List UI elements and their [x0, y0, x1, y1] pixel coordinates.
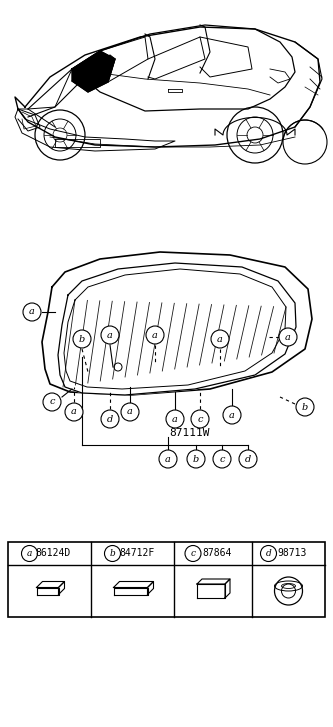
Text: a: a — [127, 408, 133, 417]
Circle shape — [23, 303, 41, 321]
Circle shape — [279, 328, 297, 346]
Circle shape — [101, 326, 119, 344]
Circle shape — [121, 403, 139, 421]
Text: a: a — [229, 411, 235, 419]
Text: c: c — [49, 398, 55, 406]
Text: d: d — [266, 549, 271, 558]
Circle shape — [274, 577, 302, 605]
Circle shape — [185, 545, 201, 561]
Text: b: b — [110, 549, 115, 558]
Text: a: a — [217, 334, 223, 343]
Circle shape — [223, 406, 241, 424]
Text: c: c — [219, 454, 225, 464]
Text: a: a — [29, 308, 35, 316]
Polygon shape — [59, 582, 65, 595]
Text: a: a — [172, 414, 178, 424]
Circle shape — [146, 326, 164, 344]
Bar — [8, 542, 325, 617]
Circle shape — [239, 450, 257, 468]
Polygon shape — [42, 252, 312, 395]
Circle shape — [281, 584, 295, 598]
Circle shape — [260, 545, 276, 561]
Circle shape — [187, 450, 205, 468]
Text: c: c — [197, 414, 203, 424]
Text: c: c — [190, 549, 195, 558]
Text: a: a — [285, 332, 291, 342]
Text: b: b — [302, 403, 308, 411]
Polygon shape — [58, 263, 296, 395]
Text: 84712F: 84712F — [119, 548, 154, 558]
Polygon shape — [37, 587, 59, 595]
Text: b: b — [79, 334, 85, 343]
Text: a: a — [152, 331, 158, 340]
Text: 98713: 98713 — [278, 548, 307, 558]
Circle shape — [211, 330, 229, 348]
Text: a: a — [27, 549, 32, 558]
Text: a: a — [107, 331, 113, 340]
Polygon shape — [197, 584, 225, 598]
Polygon shape — [148, 582, 154, 595]
Text: 87111W: 87111W — [170, 428, 210, 438]
Circle shape — [73, 330, 91, 348]
Circle shape — [65, 403, 83, 421]
Circle shape — [213, 450, 231, 468]
Text: b: b — [193, 454, 199, 464]
Polygon shape — [114, 587, 148, 595]
Circle shape — [101, 410, 119, 428]
Circle shape — [296, 398, 314, 416]
Circle shape — [105, 545, 121, 561]
Text: 87864: 87864 — [202, 548, 232, 558]
Circle shape — [191, 410, 209, 428]
Text: a: a — [71, 408, 77, 417]
Polygon shape — [225, 579, 230, 598]
Circle shape — [159, 450, 177, 468]
Polygon shape — [37, 582, 65, 587]
Circle shape — [166, 410, 184, 428]
Text: a: a — [165, 454, 171, 464]
Polygon shape — [114, 582, 154, 587]
Circle shape — [22, 545, 38, 561]
Polygon shape — [72, 51, 115, 92]
Text: d: d — [107, 414, 113, 424]
Text: 86124D: 86124D — [36, 548, 71, 558]
Polygon shape — [197, 579, 230, 584]
Text: d: d — [245, 454, 251, 464]
Circle shape — [43, 393, 61, 411]
